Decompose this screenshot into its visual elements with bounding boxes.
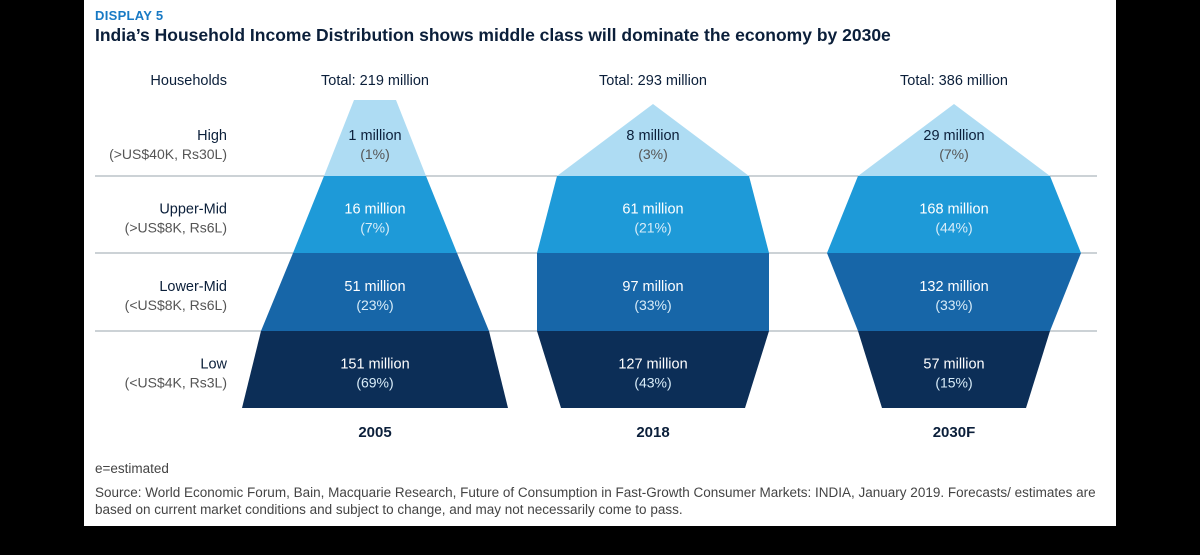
band-2018-high [557,104,749,176]
value-label-2018-high: 8 million [626,128,679,144]
band-2030f-upper-mid [827,176,1081,253]
distribution-chart: Households High (>US$40K, Rs30L) Upper-Mid (… [95,73,1097,441]
share-label-2005-lower-mid: (23%) [356,297,393,313]
year-label-2005: 2005 [358,424,391,441]
share-label-2030f-high: (7%) [939,146,969,162]
value-label-2005-upper-mid: 16 million [344,202,405,218]
value-label-2030f-high: 29 million [923,128,984,144]
share-label-2005-upper-mid: (7%) [360,220,390,236]
band-2005-high [324,100,426,176]
row-note-lower-mid: (<US$8K, Rs6L) [125,297,227,313]
value-label-2005-low: 151 million [340,357,409,373]
value-label-2005-high: 1 million [348,128,401,144]
share-label-2030f-upper-mid: (44%) [935,220,972,236]
band-2005-low [242,331,508,408]
value-label-2030f-low: 57 million [923,357,984,373]
row-note-high: (>US$40K, Rs30L) [109,146,227,162]
share-label-2018-low: (43%) [634,375,671,391]
share-label-2018-high: (3%) [638,146,668,162]
row-header-label: Households [150,73,227,89]
year-label-2030f: 2030F [933,424,976,441]
band-2018-lower-mid [537,253,769,331]
chart-card: DISPLAY 5 India’s Household Income Distr… [84,0,1116,526]
row-label-lower-mid: Lower-Mid [159,279,227,295]
band-2030f-high [858,104,1050,176]
share-label-2030f-low: (15%) [935,375,972,391]
share-label-2005-low: (69%) [356,375,393,391]
source-note: Source: World Economic Forum, Bain, Macq… [95,485,1096,517]
share-label-2030f-lower-mid: (33%) [935,297,972,313]
band-2005-lower-mid [261,253,489,331]
value-label-2018-lower-mid: 97 million [622,279,683,295]
column-total-2005: Total: 219 million [321,73,429,89]
display-label: DISPLAY 5 [95,8,164,23]
row-note-low: (<US$4K, Rs3L) [125,375,227,391]
column-total-2030f: Total: 386 million [900,73,1008,89]
band-2005-upper-mid [293,176,457,253]
chart-title: India’s Household Income Distribution sh… [95,25,891,45]
band-2030f-lower-mid [827,253,1081,331]
row-label-high: High [197,128,227,144]
value-label-2030f-lower-mid: 132 million [919,279,988,295]
band-2018-upper-mid [537,176,769,253]
value-label-2018-upper-mid: 61 million [622,202,683,218]
value-label-2005-lower-mid: 51 million [344,279,405,295]
row-label-upper-mid: Upper-Mid [159,202,227,218]
footnote: e=estimated [95,461,169,476]
value-label-2018-low: 127 million [618,357,687,373]
share-label-2005-high: (1%) [360,146,390,162]
row-note-upper-mid: (>US$8K, Rs6L) [125,220,227,236]
share-label-2018-lower-mid: (33%) [634,297,671,313]
value-label-2030f-upper-mid: 168 million [919,202,988,218]
column-total-2018: Total: 293 million [599,73,707,89]
row-label-low: Low [200,357,227,373]
share-label-2018-upper-mid: (21%) [634,220,671,236]
band-2018-low [537,331,769,408]
year-label-2018: 2018 [636,424,669,441]
band-2030f-low [858,331,1050,408]
